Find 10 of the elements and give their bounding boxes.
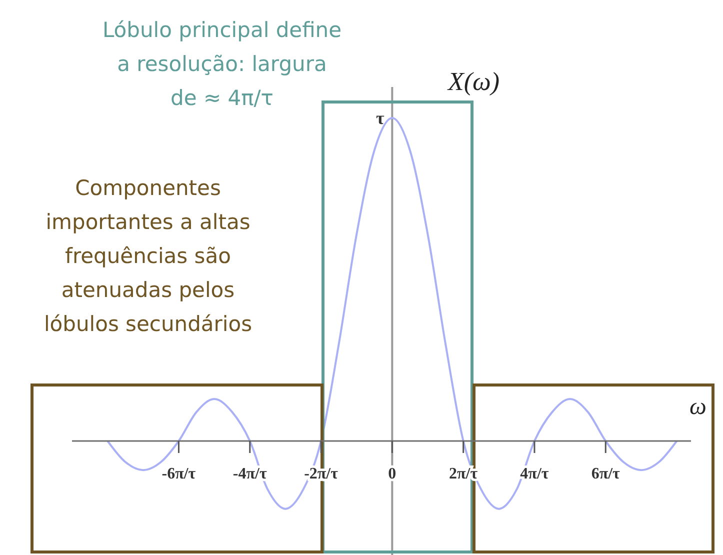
x-axis-title: ω bbox=[690, 394, 706, 420]
x-tick-label: -6π/τ bbox=[162, 465, 196, 482]
annotation: Componentes importantes a altas frequências são atenuadas pelos lóbulos secundários bbox=[44, 176, 252, 336]
annotation: τ bbox=[376, 108, 386, 128]
x-tick-label: 0 bbox=[388, 465, 396, 482]
x-tick-label: 4π/τ bbox=[520, 465, 550, 482]
y-axis-title: X(ω) bbox=[447, 67, 500, 96]
text: Lóbulo principal define a resolução: largura de ≈ 4π/τ bbox=[102, 18, 342, 110]
x-tick-label: 6π/τ bbox=[591, 465, 621, 482]
x-tick-label: -4π/τ bbox=[232, 465, 268, 482]
